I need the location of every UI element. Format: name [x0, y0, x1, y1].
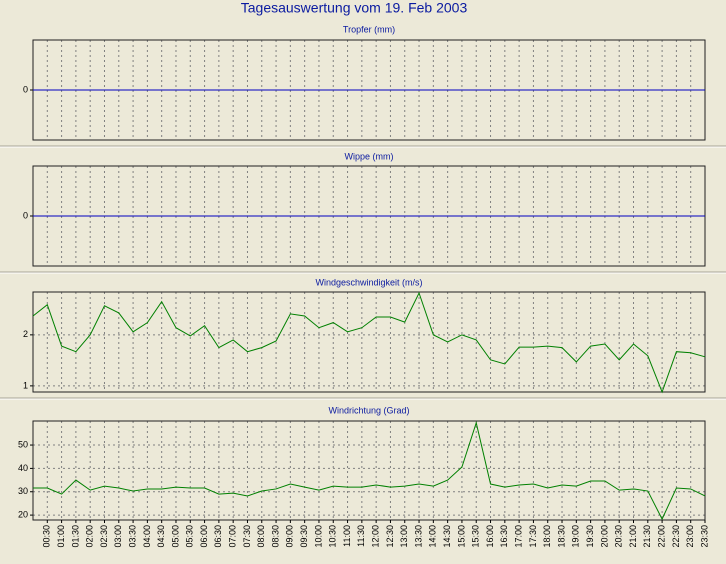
- x-tick-label: 16:00: [485, 525, 495, 548]
- x-tick-label: 01:00: [56, 525, 66, 548]
- x-tick-label: 18:00: [542, 525, 552, 548]
- x-tick-label: 04:30: [156, 525, 166, 548]
- x-tick-label: 06:00: [199, 525, 209, 548]
- y-tick-label: 0: [23, 84, 28, 94]
- x-tick-label: 21:30: [642, 525, 652, 548]
- x-tick-label: 04:00: [142, 525, 152, 548]
- x-tick-label: 19:00: [571, 525, 581, 548]
- x-tick-label: 20:00: [599, 525, 609, 548]
- y-tick-label: 2: [23, 329, 28, 339]
- x-tick-label: 15:30: [471, 525, 481, 548]
- x-tick-label: 19:30: [585, 525, 595, 548]
- x-tick-label: 12:00: [371, 525, 381, 548]
- x-tick-label: 00:30: [42, 525, 52, 548]
- x-tick-label: 02:30: [99, 525, 109, 548]
- x-tick-label: 16:30: [499, 525, 509, 548]
- plot-frame: [32, 291, 706, 393]
- x-tick-label: 02:00: [85, 525, 95, 548]
- x-tick-label: 14:30: [442, 525, 452, 548]
- x-tick-label: 03:30: [127, 525, 137, 548]
- y-tick-label: 30: [18, 486, 28, 496]
- x-tick-label: 07:00: [228, 525, 238, 548]
- x-tick-label: 23:30: [699, 525, 709, 548]
- x-tick-label: 18:30: [556, 525, 566, 548]
- plot-frame: [32, 420, 706, 521]
- x-tick-label: 13:00: [399, 525, 409, 548]
- x-tick-label: 08:00: [256, 525, 266, 548]
- data-line: [32, 291, 706, 394]
- y-tick-label: 0: [23, 210, 28, 220]
- x-tick-label: 11:00: [342, 525, 352, 547]
- x-tick-label: 17:30: [528, 525, 538, 548]
- x-tick-label: 15:00: [456, 525, 466, 548]
- x-tick-label: 07:30: [242, 525, 252, 548]
- x-tick-label: 13:30: [413, 525, 423, 548]
- y-tick-label: 50: [18, 439, 28, 449]
- y-tick-label: 1: [23, 380, 28, 390]
- x-tick-label: 23:00: [685, 525, 695, 548]
- chart-title: Windgeschwindigkeit (m/s): [315, 277, 422, 287]
- x-tick-label: 09:30: [299, 525, 309, 548]
- x-tick-label: 08:30: [270, 525, 280, 548]
- x-tick-label: 10:30: [328, 525, 338, 548]
- x-tick-label: 05:00: [170, 525, 180, 548]
- chart-title: Wippe (mm): [345, 151, 394, 161]
- x-tick-label: 05:30: [185, 525, 195, 548]
- data-line: [33, 421, 706, 521]
- x-tick-label: 21:00: [628, 525, 638, 548]
- y-tick-label: 20: [18, 509, 28, 519]
- x-tick-label: 22:00: [656, 525, 666, 548]
- x-tick-label: 17:00: [514, 525, 524, 548]
- page-title: Tagesauswertung vom 19. Feb 2003: [241, 0, 468, 16]
- chart-title: Windrichtung (Grad): [328, 405, 409, 415]
- x-tick-label: 03:00: [113, 525, 123, 548]
- y-tick-label: 40: [18, 463, 28, 473]
- x-tick-label: 01:30: [70, 525, 80, 548]
- x-tick-label: 10:00: [313, 525, 323, 548]
- x-tick-label: 11:30: [356, 525, 366, 547]
- chart-title: Tropfer (mm): [343, 24, 395, 34]
- x-tick-label: 20:30: [614, 525, 624, 548]
- x-tick-label: 12:30: [385, 525, 395, 548]
- x-tick-label: 14:00: [428, 525, 438, 548]
- x-tick-label: 22:30: [671, 525, 681, 548]
- x-tick-label: 09:00: [285, 525, 295, 548]
- x-tick-label: 06:30: [213, 525, 223, 548]
